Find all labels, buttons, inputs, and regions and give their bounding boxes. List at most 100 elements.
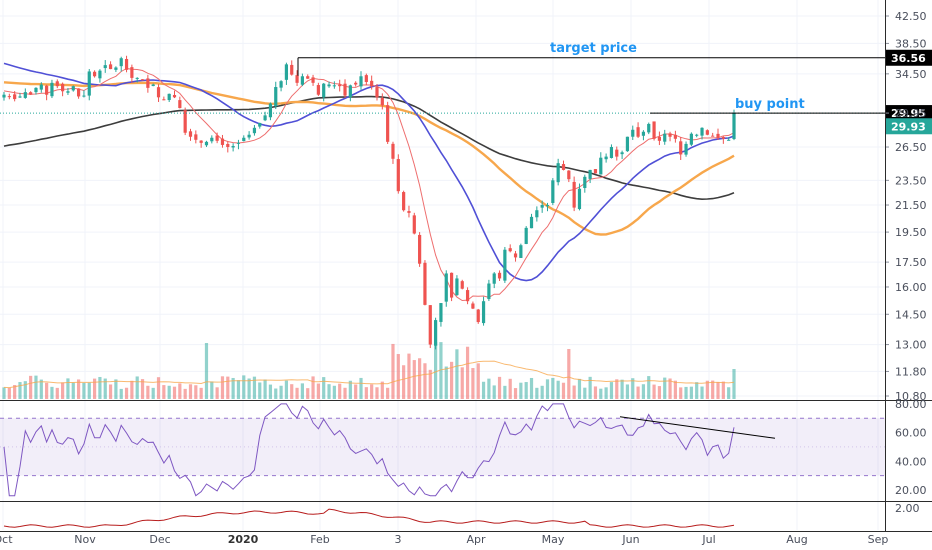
- candle-body: [343, 83, 347, 96]
- volume-bar: [13, 385, 17, 399]
- volume-bar: [268, 384, 273, 399]
- volume-bar: [172, 386, 177, 399]
- candle-body: [444, 273, 448, 302]
- volume-bar: [204, 343, 209, 399]
- volume-bar: [487, 378, 491, 399]
- candle-body: [338, 84, 342, 87]
- candle-body: [673, 134, 677, 139]
- candle-body: [98, 70, 102, 79]
- volume-bar: [7, 387, 11, 399]
- candle-body: [540, 205, 544, 208]
- volume-bar: [599, 388, 603, 399]
- candle-body: [66, 91, 70, 93]
- candle-body: [2, 94, 6, 98]
- volume-bar: [380, 381, 384, 399]
- volume-bar: [689, 386, 693, 399]
- lower-indicator-line: [3, 508, 735, 528]
- candle-body: [663, 133, 667, 142]
- volume-bar: [258, 382, 262, 399]
- volume-bar: [327, 384, 331, 399]
- y-tick-label: 29.95: [895, 107, 927, 120]
- candle-body: [652, 121, 656, 139]
- volume-bar: [503, 385, 507, 399]
- candle-body: [679, 141, 683, 155]
- volume-bar: [497, 376, 502, 399]
- volume-bar: [119, 388, 123, 399]
- ma-short-line: [3, 62, 735, 282]
- candle-body: [497, 272, 502, 279]
- volume-bar: [657, 386, 662, 399]
- candle-body: [151, 84, 155, 87]
- candle-body: [348, 85, 352, 98]
- candle-body: [204, 141, 209, 146]
- volume-bar: [140, 379, 145, 399]
- volume-bar: [721, 381, 725, 399]
- volume-bar: [700, 386, 704, 399]
- volume-ma-line: [3, 360, 735, 389]
- candle-body: [503, 249, 507, 281]
- volume-bar: [679, 387, 683, 399]
- volume-bar: [290, 384, 294, 399]
- volume-bar: [444, 366, 448, 399]
- candle-body: [354, 82, 358, 85]
- volume-bar: [151, 387, 155, 399]
- volume-bar: [130, 380, 134, 399]
- candle-body: [39, 84, 43, 90]
- volume-bar: [535, 387, 539, 399]
- volume-bar: [434, 342, 438, 399]
- candle-body: [727, 139, 731, 141]
- last-price-badge: [886, 118, 932, 135]
- volume-bar: [609, 382, 614, 399]
- candle-body: [689, 133, 693, 145]
- volume-bar: [178, 383, 182, 399]
- candle-body: [135, 77, 139, 79]
- volume-bar: [343, 387, 347, 399]
- volume-bar: [513, 388, 518, 399]
- candle-body: [236, 142, 241, 144]
- candle-body: [178, 100, 182, 109]
- candle-body: [716, 133, 720, 138]
- candle-body: [71, 86, 75, 91]
- candle-body: [172, 94, 177, 98]
- candle-body: [311, 77, 315, 83]
- candle-body: [13, 94, 17, 100]
- y-tick-label: 10.80: [895, 390, 927, 403]
- candle-body: [300, 76, 304, 85]
- volume-bar: [492, 385, 496, 399]
- candle-body: [327, 84, 331, 87]
- volume-bar: [188, 384, 193, 399]
- candle-body: [711, 135, 715, 137]
- volume-bar: [103, 378, 107, 399]
- candle-body: [407, 211, 411, 213]
- x-tick-label: Sep: [868, 533, 889, 546]
- candle-body: [545, 205, 550, 207]
- volume-bar: [311, 376, 315, 399]
- candle-body: [556, 163, 560, 183]
- candle-body: [529, 216, 534, 229]
- last-price-badge-text: 29.93: [891, 120, 926, 133]
- volume-bar: [641, 384, 646, 399]
- rsi-tick-label: 80.00: [895, 398, 927, 411]
- candle-body: [684, 143, 688, 155]
- candle-body: [61, 83, 65, 92]
- volume-bar: [322, 377, 326, 399]
- volume-bar: [29, 375, 33, 399]
- candle-body: [45, 85, 49, 95]
- candle-body: [439, 303, 443, 322]
- rsi-band: [0, 417, 885, 477]
- y-tick-label: 11.80: [895, 365, 927, 378]
- volume-bar: [55, 387, 59, 399]
- volume-bar: [460, 367, 464, 399]
- volume-bar: [114, 379, 118, 399]
- candle-body: [220, 138, 225, 145]
- candle-body: [370, 80, 374, 87]
- candle-body: [487, 283, 491, 300]
- volume-bar: [716, 381, 720, 399]
- candle-body: [188, 131, 193, 137]
- candle-body: [593, 169, 598, 174]
- candle-body: [322, 83, 326, 98]
- candle-body: [583, 176, 587, 188]
- volume-bar: [428, 369, 432, 399]
- candle-body: [119, 58, 123, 67]
